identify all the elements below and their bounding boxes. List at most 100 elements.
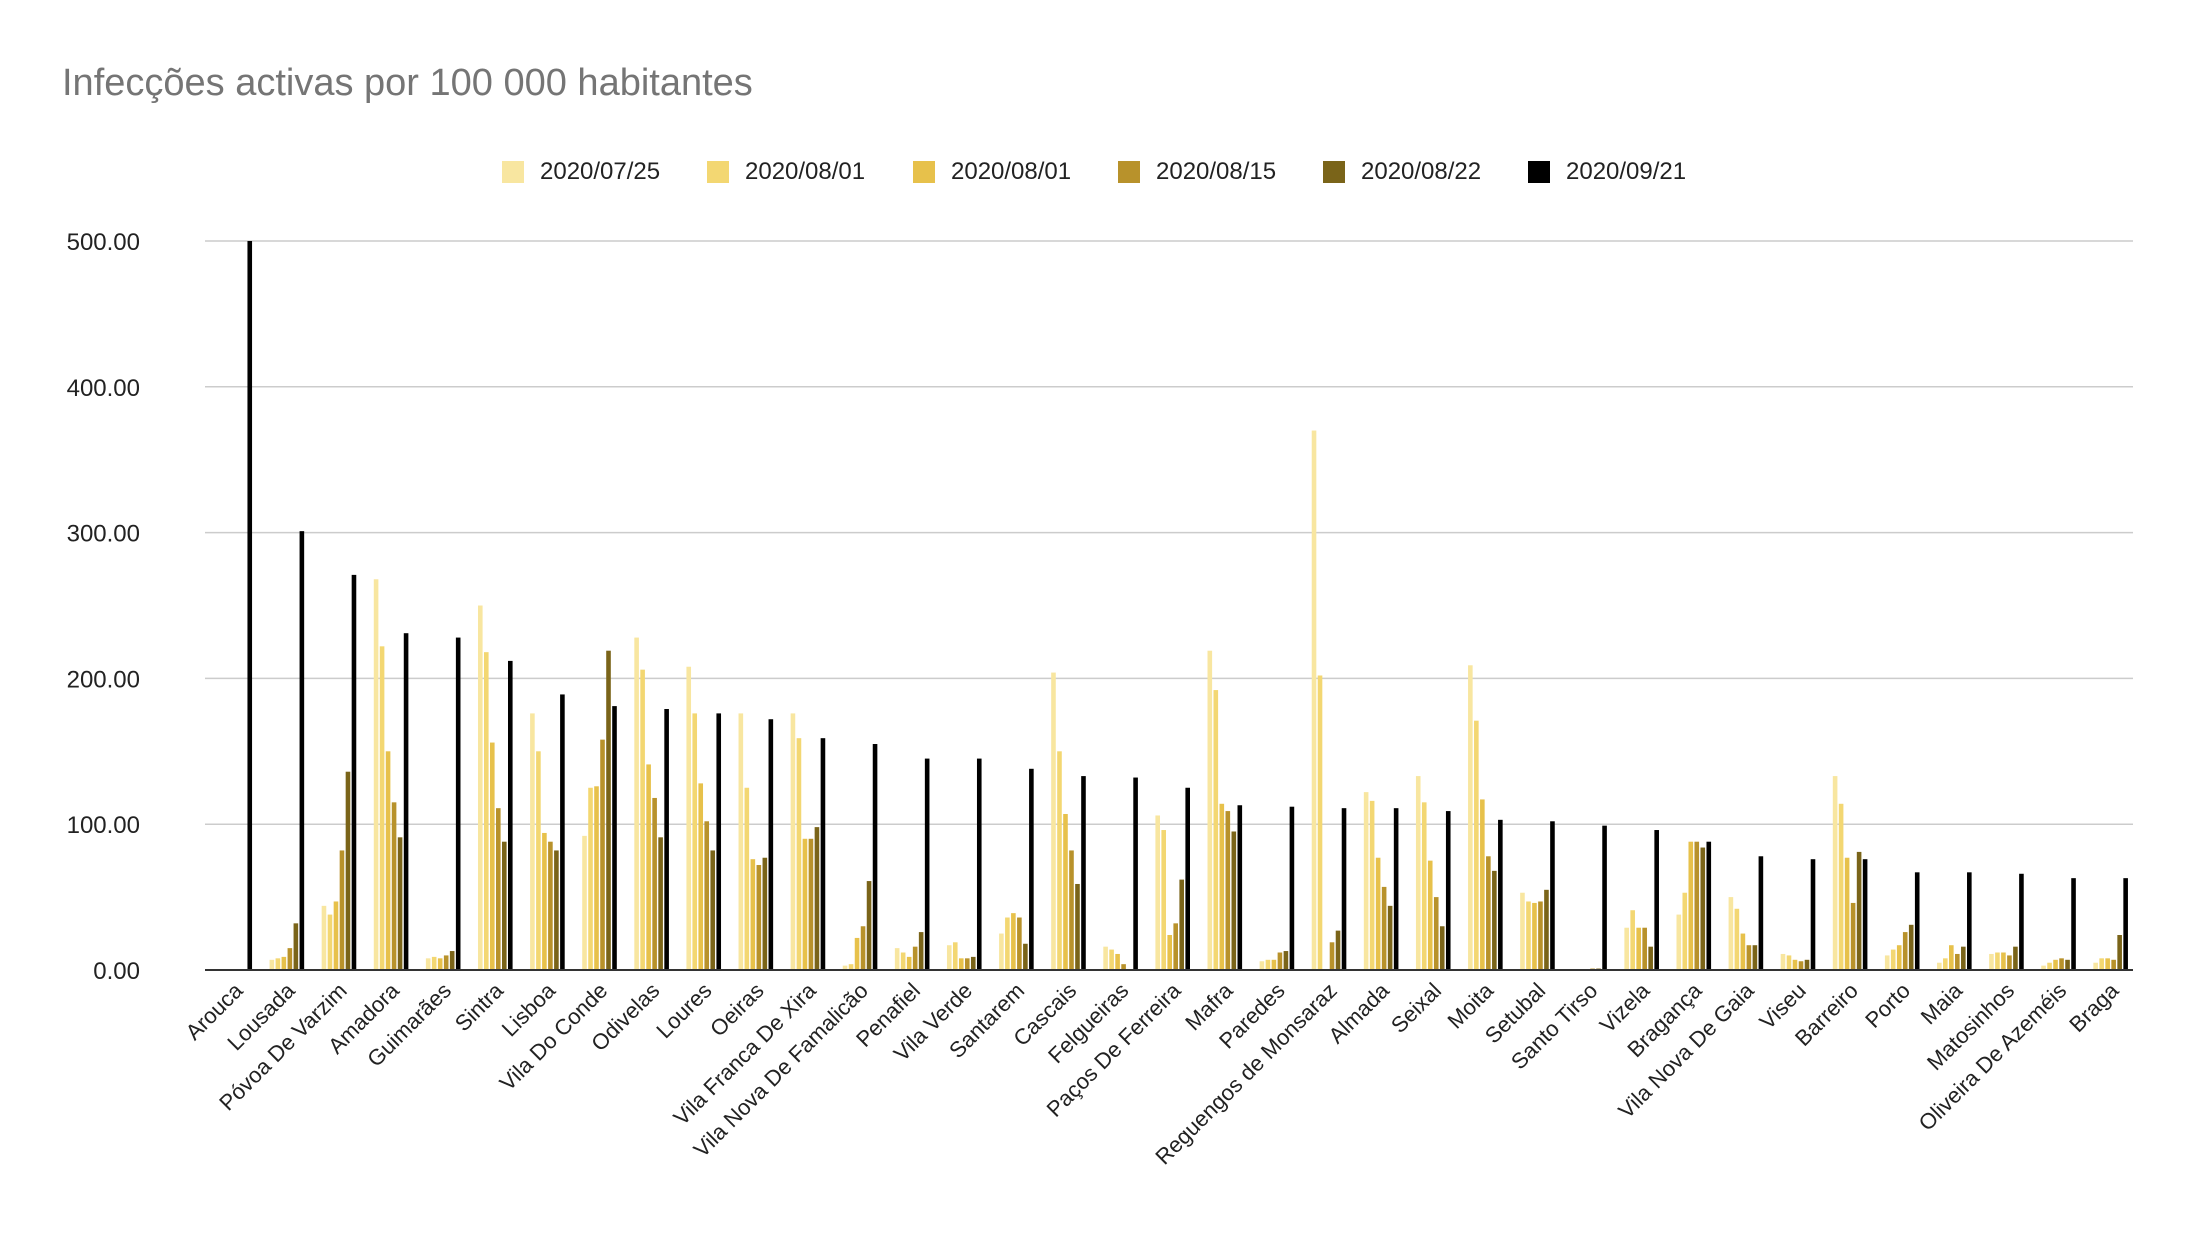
bar-2: [744, 787, 750, 970]
bar-6: [560, 694, 565, 970]
legend-item: 2020/08/15: [1118, 152, 1276, 192]
bar-5: [918, 932, 924, 970]
legend-item: 2020/08/01: [913, 152, 1071, 192]
bar-6: [820, 738, 826, 970]
bar-3: [1480, 799, 1485, 970]
bar-5: [1023, 943, 1028, 970]
bar-5: [1387, 905, 1393, 970]
bar-1: [1103, 946, 1108, 970]
bar-1: [999, 933, 1004, 970]
bar-6: [612, 706, 617, 970]
bar-4: [1902, 932, 1908, 970]
bar-5: [2117, 935, 2122, 970]
bar-5: [1283, 951, 1289, 970]
bar-4: [912, 946, 918, 970]
bar-4: [756, 865, 762, 970]
bar-2: [1474, 720, 1479, 970]
y-tick-label: 100.00: [67, 812, 140, 839]
bar-1: [2093, 962, 2098, 970]
x-tick-label: Braga: [2064, 977, 2124, 1037]
bar-3: [1636, 927, 1641, 970]
bar-5: [866, 881, 872, 970]
bar-2: [640, 669, 645, 970]
bar-6: [1445, 811, 1451, 970]
bar-4: [1850, 902, 1856, 970]
bar-6: [2123, 878, 2128, 970]
legend-swatch: [707, 161, 729, 183]
bar-6: [1237, 805, 1243, 970]
bar-3: [1271, 959, 1277, 970]
bar-1: [634, 637, 639, 970]
bar-4: [1225, 811, 1231, 970]
bar-4: [1955, 953, 1960, 970]
bar-2: [1943, 958, 1948, 970]
bar-6: [455, 637, 461, 970]
bar-6: [1550, 821, 1555, 970]
bar-1: [1311, 430, 1317, 970]
bar-1: [1415, 776, 1421, 970]
bar-6: [351, 574, 357, 970]
bar-5: [1231, 831, 1237, 970]
bar-4: [1538, 901, 1543, 970]
bar-2: [1317, 675, 1323, 970]
bar-3: [698, 783, 704, 970]
bar-6: [1393, 808, 1399, 970]
bar-2: [1005, 917, 1010, 970]
bar-3: [1792, 959, 1798, 970]
bar-2: [1995, 952, 2000, 970]
x-tick-label: Porto: [1860, 978, 1915, 1033]
bar-2: [1421, 802, 1427, 970]
bar-3: [281, 956, 287, 970]
bar-2: [1057, 751, 1062, 970]
bar-3: [1896, 945, 1902, 970]
bar-3: [385, 751, 391, 970]
bar-3: [437, 958, 443, 970]
chart-title: Infecções activas por 100 000 habitantes: [62, 62, 753, 104]
bar-5: [449, 951, 455, 970]
bar-4: [808, 838, 814, 970]
bar-1: [582, 835, 587, 970]
legend-swatch: [1323, 161, 1345, 183]
y-tick-label: 0.00: [93, 958, 140, 985]
bar-6: [1967, 872, 1972, 970]
bar-4: [391, 802, 397, 970]
legend-label: 2020/09/21: [1566, 158, 1687, 185]
bar-4: [1746, 945, 1752, 970]
bar-3: [1219, 803, 1225, 970]
bar-4: [1694, 841, 1700, 970]
bar-1: [1989, 953, 1994, 970]
bar-1: [1780, 953, 1786, 970]
x-tick-label: Seixal: [1386, 978, 1446, 1038]
bar-6: [1758, 856, 1764, 970]
bar-4: [2111, 959, 2116, 970]
bar-1: [530, 713, 535, 970]
bar-6: [924, 758, 930, 970]
legend-label: 2020/08/01: [951, 158, 1072, 185]
bar-3: [750, 859, 756, 970]
legend-swatch: [913, 161, 935, 183]
bar-3: [1740, 933, 1746, 970]
bar-1: [842, 965, 848, 970]
bar-6: [299, 531, 305, 970]
bar-2: [327, 914, 333, 970]
bar-5: [345, 771, 351, 970]
bar-3: [1427, 860, 1433, 970]
bar-4: [600, 739, 605, 970]
bar-3: [1844, 857, 1850, 970]
legend-label: 2020/08/15: [1156, 158, 1277, 185]
bar-1: [1676, 914, 1682, 970]
bar-6: [872, 744, 878, 970]
bar-2: [2047, 962, 2052, 970]
bar-5: [658, 837, 663, 970]
bar-1: [946, 945, 952, 970]
bar-2: [1265, 959, 1271, 970]
bar-2: [483, 652, 489, 970]
bar-2: [588, 787, 593, 970]
bar-5: [710, 850, 716, 970]
y-tick-label: 400.00: [67, 375, 140, 402]
bar-1: [790, 713, 796, 970]
bar-2: [952, 942, 958, 970]
bar-1: [686, 666, 692, 970]
bar-5: [1179, 879, 1184, 970]
bar-6: [664, 709, 669, 970]
